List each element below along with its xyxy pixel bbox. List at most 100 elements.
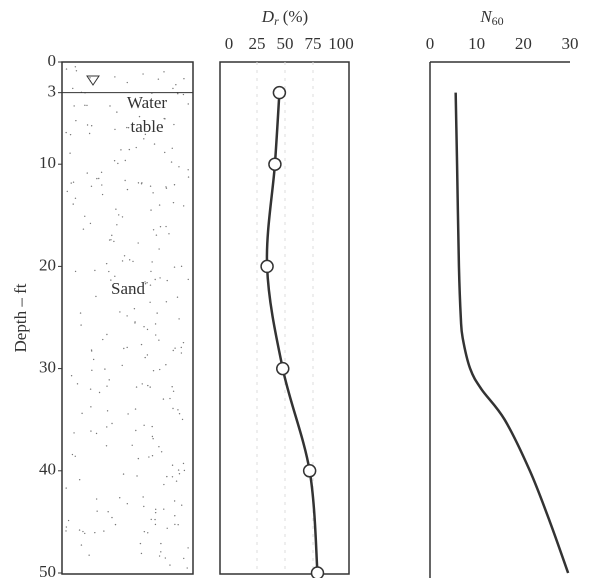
sand-dot: [65, 526, 68, 528]
sand-dot: [169, 397, 171, 400]
sand-dot: [84, 215, 86, 218]
sand-dot: [114, 523, 117, 526]
sand-dot: [168, 233, 170, 235]
sand-dot: [158, 446, 160, 448]
y-tick-label: 50: [39, 562, 56, 578]
sand-dot: [173, 184, 176, 186]
y-tick-label: 30: [39, 358, 56, 377]
sand-dot: [144, 281, 146, 283]
sand-dot: [178, 473, 181, 475]
sand-dot: [135, 386, 138, 388]
water-table-symbol: [86, 75, 100, 86]
sand-dot: [88, 132, 91, 135]
sand-dot: [173, 266, 176, 268]
sand-dot: [121, 260, 124, 262]
sand-dot: [182, 205, 185, 207]
sand-dot: [171, 386, 173, 388]
sand-dot: [173, 500, 176, 502]
sand-dot: [160, 451, 163, 453]
sand-dot: [72, 87, 74, 90]
sand-dot: [174, 515, 176, 517]
sand-dot: [82, 530, 84, 533]
sand-dot: [108, 239, 111, 241]
sand-dot: [73, 432, 75, 434]
sand-dot: [107, 511, 109, 513]
sand-dot: [72, 181, 75, 183]
sand-dot: [75, 119, 77, 122]
sand-dot: [95, 498, 98, 500]
sand-dot: [65, 487, 67, 489]
sand-dot: [159, 226, 162, 228]
x-tick-label: 0: [225, 34, 234, 53]
sand-dot: [80, 324, 82, 326]
sand-dot: [106, 426, 108, 428]
sand-dot: [137, 242, 139, 244]
sand-dot: [176, 296, 179, 298]
data-point: [276, 361, 290, 376]
sand-dot: [163, 71, 165, 73]
sand-dot: [111, 516, 113, 519]
sand-dot: [169, 564, 171, 566]
sand-dot: [163, 508, 165, 510]
sand-dot: [95, 432, 98, 435]
sand-dot: [134, 408, 137, 410]
sand-dot: [173, 123, 175, 126]
sand-dot: [86, 104, 88, 107]
sand-dot: [172, 390, 175, 392]
sand-dot: [162, 398, 165, 400]
sand-dot: [187, 103, 189, 105]
sand-dot: [117, 162, 119, 165]
panel-title: Dr (%): [261, 7, 308, 28]
sand-dot: [124, 179, 126, 182]
sand-dot: [113, 240, 115, 243]
sand-dot: [74, 197, 77, 199]
sand-dot: [118, 214, 120, 216]
sand-dot: [110, 239, 112, 241]
sand-dot: [175, 84, 177, 86]
curve: [454, 92, 570, 574]
sand-dot: [119, 311, 121, 313]
sand-dot: [152, 192, 154, 194]
panel-title: N60: [479, 7, 503, 28]
sand-dot: [144, 133, 147, 136]
sand-dot: [164, 557, 167, 559]
data-point: [310, 566, 325, 578]
profile-label: table: [130, 117, 163, 136]
y-tick-label: 3: [48, 82, 57, 101]
sand-dot: [151, 454, 154, 457]
x-tick-label: 10: [468, 34, 485, 53]
sand-dot: [137, 457, 140, 460]
sand-dot: [138, 115, 141, 118]
sand-dot: [119, 497, 121, 499]
sand-dot: [101, 184, 103, 186]
sand-dot: [106, 385, 108, 387]
sand-dot: [121, 216, 124, 218]
sand-dot: [155, 234, 158, 236]
sand-texture: [65, 66, 190, 569]
sand-dot: [90, 430, 92, 432]
x-tick-label: 30: [562, 34, 579, 53]
sand-dot: [94, 269, 96, 272]
sand-dot: [164, 151, 166, 154]
sand-dot: [86, 172, 88, 174]
sand-dot: [177, 409, 179, 411]
sand-dot: [100, 171, 103, 174]
sand-dot: [183, 557, 185, 560]
sand-dot: [96, 177, 98, 180]
sand-dot: [113, 159, 116, 162]
sand-dot: [94, 531, 96, 534]
sand-dot: [180, 352, 183, 354]
y-tick-label: 0: [48, 51, 57, 70]
title-subscript: r: [274, 14, 279, 28]
sand-dot: [178, 166, 180, 168]
sand-dot: [70, 375, 73, 377]
sand-dot: [153, 143, 156, 145]
sand-dot: [120, 149, 122, 151]
sand-dot: [149, 284, 152, 286]
sand-dot: [89, 222, 92, 225]
y-tick-label: 40: [39, 460, 56, 479]
sand-dot: [123, 255, 126, 257]
sand-dot: [180, 346, 182, 349]
sand-dot: [126, 188, 129, 191]
